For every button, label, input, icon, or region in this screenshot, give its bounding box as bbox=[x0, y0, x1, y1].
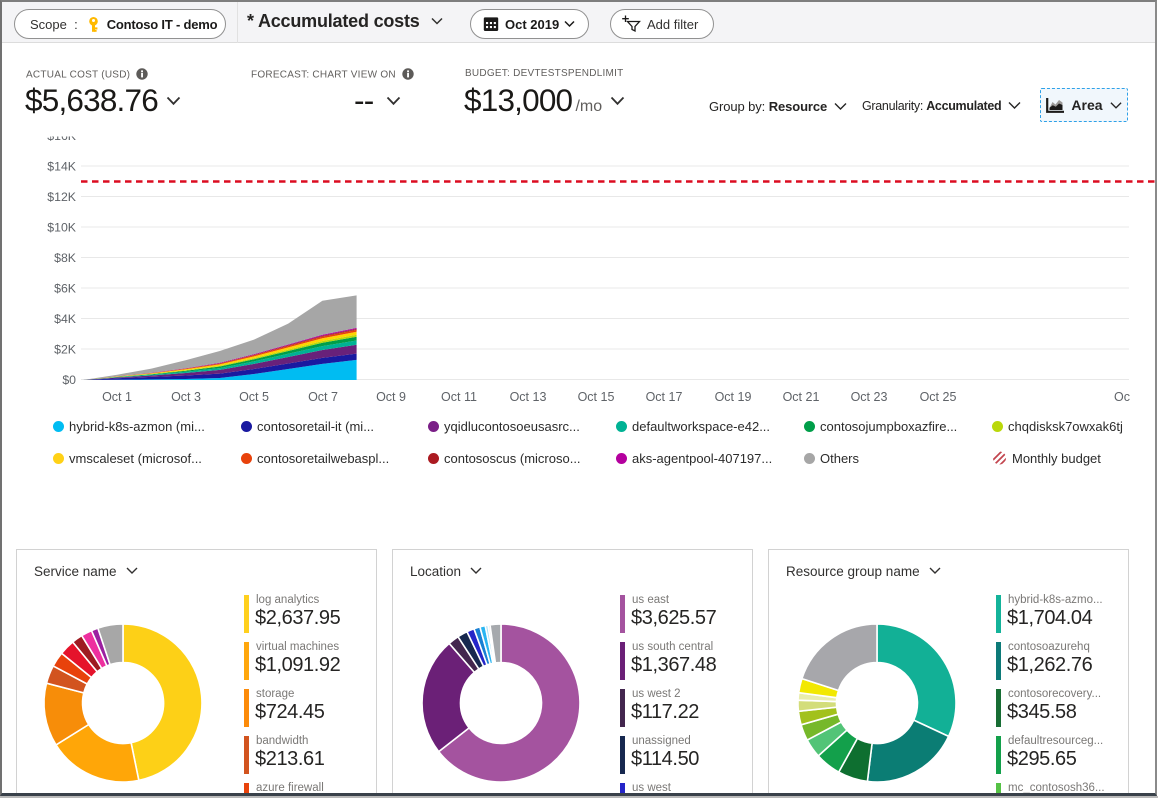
svg-text:Oct 19: Oct 19 bbox=[715, 390, 752, 404]
svg-text:$12K: $12K bbox=[47, 190, 77, 204]
svg-text:$6K: $6K bbox=[54, 282, 77, 296]
svg-text:Oct 11: Oct 11 bbox=[441, 390, 477, 404]
svg-text:$0: $0 bbox=[62, 373, 76, 387]
svg-text:$10K: $10K bbox=[47, 221, 77, 235]
svg-text:Oct 7: Oct 7 bbox=[308, 390, 338, 404]
svg-text:$8K: $8K bbox=[54, 251, 77, 265]
svg-text:Oct 1: Oct 1 bbox=[102, 390, 132, 404]
svg-text:Oct 21: Oct 21 bbox=[783, 390, 820, 404]
svg-text:$4K: $4K bbox=[54, 312, 77, 326]
svg-text:Oct 5: Oct 5 bbox=[239, 390, 269, 404]
svg-text:$14K: $14K bbox=[47, 160, 77, 174]
svg-text:Oct 23: Oct 23 bbox=[851, 390, 888, 404]
svg-text:Oct 25: Oct 25 bbox=[920, 390, 957, 404]
svg-text:Oc: Oc bbox=[1114, 390, 1130, 404]
svg-text:Oct 17: Oct 17 bbox=[646, 390, 683, 404]
svg-text:Oct 15: Oct 15 bbox=[578, 390, 615, 404]
svg-text:Oct 13: Oct 13 bbox=[510, 390, 547, 404]
svg-text:$2K: $2K bbox=[54, 343, 77, 357]
svg-text:$16K: $16K bbox=[47, 133, 77, 143]
svg-text:Oct 3: Oct 3 bbox=[171, 390, 201, 404]
svg-text:Oct 9: Oct 9 bbox=[376, 390, 406, 404]
